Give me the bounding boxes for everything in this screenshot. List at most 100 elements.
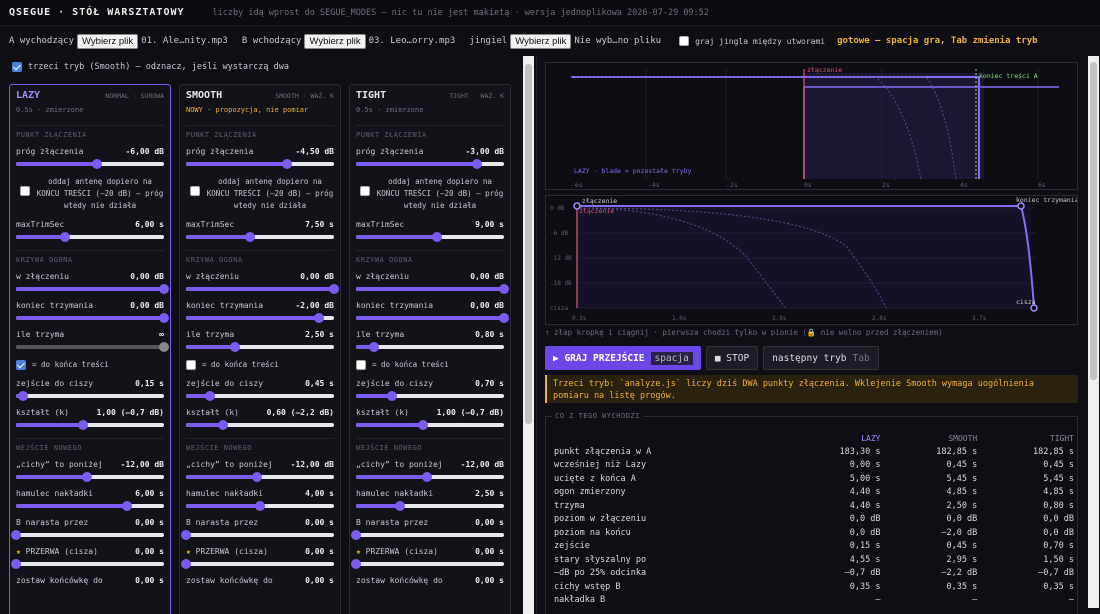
shape-slider-knob[interactable]: [77, 420, 88, 430]
at_join-slider-knob[interactable]: [329, 284, 339, 294]
left-scrollbar[interactable]: [523, 56, 534, 614]
shape-slider[interactable]: [186, 419, 334, 430]
gap-slider-knob[interactable]: [181, 559, 191, 569]
maxtrim-slider[interactable]: [356, 231, 504, 242]
fade-slider[interactable]: [356, 390, 504, 401]
shape-slider-knob[interactable]: [417, 420, 428, 430]
mode-column-smooth[interactable]: SMOOTH SMOOTH · WAŻ. K NOWY · propozycja, …: [179, 84, 341, 614]
hold_end-slider-knob[interactable]: [159, 313, 169, 323]
antenna-option[interactable]: oddaj antenę dopiero na KOŃCU TREŚCI (–2…: [16, 176, 164, 212]
quiet-slider-knob[interactable]: [422, 472, 433, 482]
brake-slider-knob[interactable]: [395, 501, 406, 511]
quiet-slider[interactable]: [356, 471, 504, 482]
stop-button[interactable]: ■ STOP: [705, 346, 759, 370]
quiet-slider-knob[interactable]: [252, 472, 263, 482]
maxtrim-slider-knob[interactable]: [59, 232, 70, 242]
brake-slider-knob[interactable]: [122, 501, 132, 511]
antenna-checkbox[interactable]: [360, 186, 370, 196]
hold_end-slider-knob[interactable]: [499, 313, 509, 323]
handle-join[interactable]: [573, 202, 581, 210]
right-scrollbar[interactable]: [1088, 56, 1099, 608]
shape-slider-knob[interactable]: [218, 420, 228, 430]
hold_end-slider[interactable]: [16, 312, 169, 323]
left-scrollbar-thumb[interactable]: [525, 64, 532, 424]
hold_len-slider-knob[interactable]: [368, 342, 379, 352]
to-end-checkbox[interactable]: [186, 360, 196, 370]
file-jingle-button[interactable]: Wybierz plik: [510, 33, 572, 49]
maxtrim-slider-knob[interactable]: [432, 232, 443, 242]
maxtrim-slider[interactable]: [186, 231, 334, 242]
envelope-chart[interactable]: złączenie koniec trzymania cisza złączen…: [545, 195, 1079, 325]
rise-slider-knob[interactable]: [351, 530, 361, 540]
quiet-slider-knob[interactable]: [82, 472, 93, 482]
fade-slider[interactable]: [16, 390, 164, 401]
quiet-slider[interactable]: [16, 471, 164, 482]
maxtrim-slider-knob[interactable]: [244, 232, 255, 242]
rise-slider[interactable]: [11, 529, 164, 540]
threshold-slider-knob[interactable]: [92, 159, 103, 169]
third-mode-toggle[interactable]: trzeci tryb (Smooth) – odznacz, jeśli wy…: [12, 62, 289, 72]
handle-silence[interactable]: [1030, 304, 1038, 312]
maxtrim-slider[interactable]: [16, 231, 164, 242]
at_join-slider-knob[interactable]: [159, 284, 169, 294]
fade-slider-knob[interactable]: [386, 391, 397, 401]
next-mode-button[interactable]: następny tryb Tab: [763, 346, 879, 370]
handle-hold-end[interactable]: [1017, 202, 1025, 210]
mode-column-lazy[interactable]: LAZY NORMAL · SUROWA 0.5s · zmierzone PUNKT…: [9, 84, 171, 614]
to-end-checkbox[interactable]: [16, 360, 26, 370]
rise-slider-knob[interactable]: [181, 530, 191, 540]
rise-slider-knob[interactable]: [11, 530, 21, 540]
gap-slider[interactable]: [181, 558, 334, 569]
to-end-checkbox[interactable]: [356, 360, 366, 370]
fade-slider-knob[interactable]: [18, 391, 29, 401]
jingle-checkbox[interactable]: [679, 36, 690, 46]
threshold-slider[interactable]: [186, 158, 334, 169]
threshold-slider-knob[interactable]: [472, 159, 483, 169]
play-transition-button[interactable]: ▶ GRAJ PRZEJŚCIE spacja: [545, 346, 701, 370]
right-scrollbar-thumb[interactable]: [1090, 62, 1097, 380]
mode-column-tight[interactable]: TIGHT TIGHT · WAŻ. K 0.5s · zmierzone PUNKT…: [349, 84, 511, 614]
to-end-option[interactable]: = do końca treści: [16, 359, 164, 371]
fade-slider-knob[interactable]: [204, 391, 215, 401]
rise-slider[interactable]: [351, 529, 504, 540]
gap-slider-knob[interactable]: [351, 559, 361, 569]
threshold-slider-knob[interactable]: [281, 159, 292, 169]
timeline-chart[interactable]: złączenie koniec treści A LAZY · blade =…: [545, 62, 1078, 190]
quiet-slider[interactable]: [186, 471, 334, 482]
gap-slider-knob[interactable]: [11, 559, 21, 569]
hold_len-slider-knob[interactable]: [229, 342, 240, 352]
threshold-slider[interactable]: [16, 158, 164, 169]
shape-slider[interactable]: [356, 419, 504, 430]
file-b-button[interactable]: Wybierz plik: [304, 33, 366, 49]
antenna-checkbox[interactable]: [20, 186, 30, 196]
fade-slider[interactable]: [186, 390, 334, 401]
file-a-button[interactable]: Wybierz plik: [77, 33, 139, 49]
brake-slider[interactable]: [16, 500, 164, 511]
brake-slider-knob[interactable]: [255, 501, 265, 511]
antenna-option[interactable]: oddaj antenę dopiero na KOŃCU TREŚCI (–2…: [186, 176, 334, 212]
hold_end-slider[interactable]: [356, 312, 509, 323]
threshold-slider[interactable]: [356, 158, 504, 169]
at_join-slider[interactable]: [16, 283, 169, 294]
to-end-option[interactable]: = do końca treści: [186, 359, 334, 371]
hold_end-slider-knob[interactable]: [314, 313, 325, 323]
antenna-checkbox[interactable]: [190, 186, 200, 196]
envelope-y-tick: -12 dB: [550, 255, 572, 262]
at_join-slider[interactable]: [186, 283, 339, 294]
hold_len-slider[interactable]: [356, 341, 504, 352]
antenna-option[interactable]: oddaj antenę dopiero na KOŃCU TREŚCI (–2…: [356, 176, 504, 212]
at_join-slider-knob[interactable]: [499, 284, 509, 294]
hold_len-slider-knob[interactable]: [159, 342, 169, 352]
gap-slider[interactable]: [351, 558, 504, 569]
hold_len-slider[interactable]: [16, 341, 169, 352]
rise-slider[interactable]: [181, 529, 334, 540]
brake-slider[interactable]: [356, 500, 504, 511]
hold_len-slider[interactable]: [186, 341, 334, 352]
shape-slider[interactable]: [16, 419, 164, 430]
brake-slider[interactable]: [186, 500, 334, 511]
gap-slider[interactable]: [11, 558, 164, 569]
to-end-option[interactable]: = do końca treści: [356, 359, 504, 371]
at_join-slider[interactable]: [356, 283, 509, 294]
third-mode-checkbox[interactable]: [12, 62, 22, 72]
hold_end-slider[interactable]: [186, 312, 334, 323]
